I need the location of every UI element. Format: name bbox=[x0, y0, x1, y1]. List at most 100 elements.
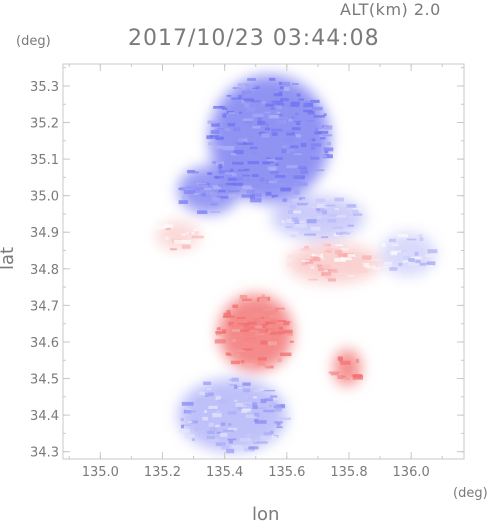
velocity-pixel bbox=[235, 404, 247, 407]
velocity-pixel bbox=[228, 178, 238, 181]
velocity-pixel bbox=[276, 117, 288, 119]
velocity-pixel bbox=[337, 375, 344, 380]
velocity-pixel bbox=[236, 87, 247, 89]
velocity-pixel bbox=[226, 95, 232, 97]
velocity-pixel bbox=[326, 141, 331, 146]
velocity-pixel bbox=[229, 384, 237, 386]
velocity-pixel bbox=[257, 120, 266, 125]
velocity-pixel bbox=[264, 111, 271, 114]
velocity-pixel bbox=[234, 384, 238, 389]
velocity-pixel bbox=[266, 180, 277, 184]
velocity-pixel bbox=[246, 107, 256, 112]
velocity-pixel bbox=[242, 142, 254, 145]
velocity-pixel bbox=[244, 121, 253, 125]
velocity-pixel bbox=[223, 127, 231, 132]
velocity-pixel bbox=[228, 440, 233, 444]
velocity-pixel bbox=[294, 219, 300, 224]
velocity-pixel bbox=[229, 314, 234, 317]
velocity-pixel bbox=[339, 357, 343, 362]
velocity-pixel bbox=[288, 209, 294, 214]
velocity-pixel bbox=[254, 407, 266, 409]
velocity-pixel bbox=[231, 97, 241, 100]
velocity-pixel bbox=[295, 112, 299, 117]
velocity-pixel bbox=[215, 424, 220, 428]
velocity-pixel bbox=[330, 373, 339, 376]
velocity-pixel bbox=[228, 193, 236, 198]
velocity-pixel bbox=[291, 127, 301, 131]
velocity-pixel bbox=[268, 341, 278, 346]
velocity-pixel bbox=[243, 402, 255, 404]
velocity-pixel bbox=[324, 153, 329, 156]
velocity-pixel bbox=[163, 224, 173, 228]
velocity-pixel bbox=[263, 308, 271, 311]
velocity-pixel bbox=[418, 262, 430, 266]
velocity-pixel bbox=[305, 101, 314, 105]
velocity-pixel bbox=[225, 138, 232, 143]
velocity-pixel bbox=[229, 168, 234, 173]
velocity-pixel bbox=[210, 211, 221, 213]
velocity-pixel bbox=[228, 354, 241, 357]
velocity-pixel bbox=[340, 360, 351, 365]
velocity-pixel bbox=[183, 409, 192, 414]
velocity-pixel bbox=[227, 189, 240, 193]
velocity-pixel bbox=[323, 147, 334, 152]
velocity-pixel bbox=[301, 260, 310, 262]
velocity-pixel bbox=[365, 265, 376, 269]
velocity-pixel bbox=[269, 328, 280, 330]
velocity-pixel bbox=[218, 326, 227, 329]
velocity-pixel bbox=[227, 122, 236, 127]
velocity-pixel bbox=[271, 319, 277, 323]
velocity-pixel bbox=[331, 268, 338, 273]
velocity-pixel bbox=[260, 435, 266, 439]
velocity-pixel bbox=[303, 109, 313, 113]
velocity-pixel bbox=[181, 401, 194, 406]
velocity-pixel bbox=[300, 248, 312, 252]
velocity-pixel bbox=[269, 430, 274, 435]
velocity-pixel bbox=[241, 408, 252, 413]
velocity-pixel bbox=[255, 313, 268, 317]
velocity-pixel bbox=[257, 117, 262, 122]
velocity-pixel bbox=[242, 363, 254, 367]
velocity-pixel bbox=[324, 150, 329, 154]
velocity-pixel bbox=[252, 405, 258, 409]
velocity-pixel bbox=[169, 232, 181, 235]
velocity-pixel bbox=[206, 135, 214, 140]
velocity-pixel bbox=[164, 227, 171, 231]
velocity-pixel bbox=[211, 123, 220, 127]
velocity-pixel bbox=[264, 398, 273, 402]
velocity-pixel bbox=[414, 251, 419, 256]
velocity-pixel bbox=[274, 157, 283, 160]
velocity-pixel bbox=[210, 130, 220, 134]
velocity-pixel bbox=[310, 226, 321, 231]
velocity-pixel bbox=[352, 209, 359, 214]
velocity-pixel bbox=[236, 317, 246, 319]
velocity-pixel bbox=[227, 182, 235, 186]
velocity-pixel bbox=[206, 436, 216, 440]
velocity-pixel bbox=[287, 231, 299, 236]
velocity-pixel bbox=[204, 410, 208, 414]
velocity-pixel bbox=[277, 320, 286, 322]
velocity-pixel bbox=[266, 121, 273, 125]
velocity-pixel bbox=[179, 240, 192, 244]
velocity-pixel bbox=[276, 119, 286, 125]
velocity-pixel bbox=[270, 107, 275, 110]
velocity-pixel bbox=[278, 326, 284, 330]
velocity-pixel bbox=[311, 253, 323, 258]
velocity-pixel bbox=[318, 267, 325, 272]
velocity-pixel bbox=[264, 127, 270, 131]
velocity-pixel bbox=[227, 438, 237, 441]
velocity-pixel bbox=[262, 161, 270, 165]
velocity-pixel bbox=[228, 112, 236, 114]
velocity-pixel bbox=[241, 403, 250, 406]
velocity-pixel bbox=[300, 167, 307, 170]
timestamp-title: 2017/10/23 03:44:08 bbox=[128, 26, 380, 51]
velocity-pixel bbox=[340, 256, 352, 261]
velocity-pixel bbox=[266, 157, 271, 160]
velocity-pixel bbox=[239, 138, 248, 142]
velocity-pixel bbox=[334, 249, 343, 255]
velocity-pixel bbox=[283, 137, 295, 142]
velocity-pixel bbox=[324, 250, 332, 253]
velocity-pixel bbox=[304, 233, 316, 236]
velocity-pixel bbox=[278, 81, 283, 85]
